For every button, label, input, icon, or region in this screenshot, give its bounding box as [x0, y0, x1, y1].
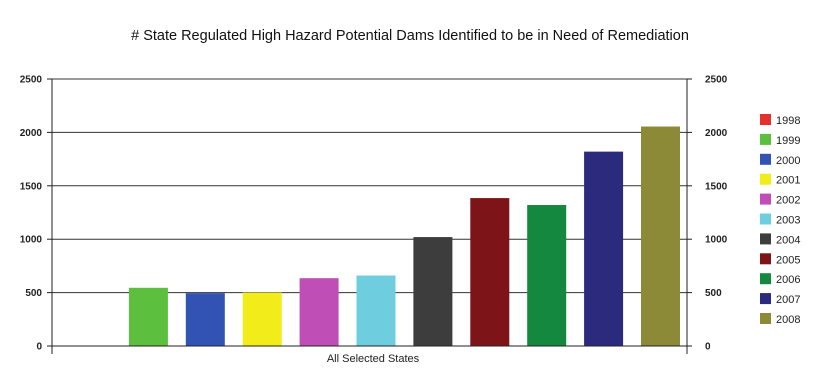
x-category-label: All Selected States	[327, 353, 420, 365]
y-tick-label-left: 2000	[20, 128, 43, 139]
bar-2004	[413, 237, 453, 346]
legend-label-2001: 2001	[776, 175, 800, 187]
bar-2000	[185, 293, 225, 346]
chart-title: # State Regulated High Hazard Potential …	[131, 28, 689, 44]
bars	[128, 126, 680, 346]
axes	[47, 78, 692, 354]
legend-swatch-1999	[760, 133, 771, 145]
legend-label-2005: 2005	[776, 254, 800, 266]
legend-swatch-2000	[760, 153, 771, 165]
bar-2006	[527, 205, 567, 346]
y-tick-label-left: 2500	[20, 75, 43, 86]
legend-label-1998: 1998	[776, 115, 800, 127]
y-tick-label-right: 2000	[705, 128, 728, 139]
bar-2003	[356, 275, 396, 346]
legend-label-2003: 2003	[776, 215, 800, 227]
legend-label-2007: 2007	[776, 294, 800, 306]
bar-2007	[584, 151, 624, 346]
y-tick-label-left: 0	[36, 342, 42, 353]
legend-label-2008: 2008	[776, 314, 800, 326]
legend-swatch-2007	[760, 293, 771, 305]
legend-swatch-2006	[760, 273, 771, 285]
bar-2002	[299, 278, 339, 346]
y-tick-label-left: 1500	[20, 181, 43, 192]
legend-label-2006: 2006	[776, 274, 800, 286]
legend-label-2004: 2004	[776, 234, 800, 246]
legend-swatch-2005	[760, 253, 771, 265]
legend-swatch-1998	[760, 114, 771, 125]
tick-labels: 0 0 500 500 1000 1000 1500 1500 2000 2000 2500 2500	[20, 75, 728, 353]
y-tick-label-right: 1000	[705, 235, 728, 246]
y-tick-label-left: 1000	[20, 235, 43, 246]
legend-swatch-2004	[760, 233, 771, 245]
gridlines	[52, 78, 687, 294]
y-tick-label-left: 500	[25, 288, 42, 299]
legend-swatch-2001	[760, 173, 771, 185]
legend-swatch-2003	[760, 213, 771, 225]
bar-2008	[641, 126, 680, 346]
legend-swatch-2008	[760, 313, 771, 324]
bar-1999	[128, 287, 168, 346]
legend-label-1999: 1999	[776, 135, 800, 147]
legend: 1998 1999 2000 2001 2002 2003 2004 2005 2006 2007…	[760, 114, 800, 326]
bar-2001	[242, 292, 282, 346]
legend-label-2002: 2002	[776, 195, 800, 207]
legend-label-2000: 2000	[776, 155, 800, 167]
y-tick-label-right: 1500	[705, 181, 728, 192]
bar-2005	[470, 198, 510, 346]
y-tick-label-right: 500	[705, 288, 722, 299]
y-tick-label-right: 0	[705, 342, 711, 353]
y-tick-label-right: 2500	[705, 75, 728, 86]
legend-swatch-2002	[760, 193, 771, 205]
